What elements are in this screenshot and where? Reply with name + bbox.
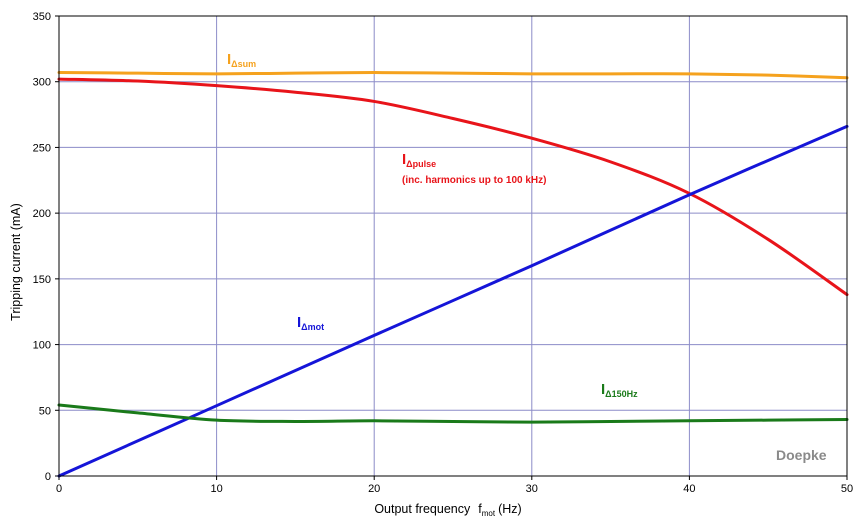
label-isum-sub: Δsum — [231, 59, 256, 69]
x-tick-label: 0 — [56, 483, 62, 495]
x-axis-title-text: Output frequency — [374, 502, 471, 516]
label-ipulse: IΔpulse — [402, 151, 436, 169]
y-axis-ticks: 0 50 100 150 200 250 300 350 — [33, 11, 59, 483]
brand-watermark: Doepke — [776, 447, 827, 463]
label-isum: IΔsum — [227, 51, 256, 69]
grid — [59, 16, 847, 476]
label-i150hz: IΔ150Hz — [601, 381, 638, 399]
x-axis-unit: (Hz) — [498, 502, 522, 516]
x-axis-symbol-sub: mot — [482, 509, 496, 518]
x-tick-label: 50 — [841, 483, 853, 495]
label-i150hz-main: I — [601, 381, 605, 398]
plot-frame — [58, 15, 848, 477]
label-ipulse-main: I — [402, 151, 406, 168]
series-line-imot — [57, 124, 849, 478]
series-line-i150hz — [57, 403, 849, 424]
x-tick-label: 30 — [526, 483, 538, 495]
y-tick-label: 100 — [33, 340, 51, 352]
x-axis-title: Output frequency fmot (Hz) — [374, 502, 521, 518]
y-tick-label: 200 — [33, 208, 51, 220]
label-ipulse-sub: Δpulse — [406, 159, 436, 169]
x-tick-label: 20 — [368, 483, 380, 495]
y-axis-title: Tripping current (mA) — [9, 203, 23, 321]
y-tick-label: 250 — [33, 142, 51, 154]
label-imot: IΔmot — [297, 314, 324, 332]
x-axis-symbol: f — [478, 502, 482, 516]
label-ipulse-note: (inc. harmonics up to 100 kHz) — [402, 175, 546, 186]
series-line-ipulse — [57, 77, 849, 297]
x-axis-ticks: 0 10 20 30 40 50 — [56, 476, 853, 495]
x-tick-label: 40 — [683, 483, 695, 495]
label-i150hz-sub: Δ150Hz — [605, 389, 638, 399]
y-tick-label: 150 — [33, 274, 51, 286]
series-lines — [57, 71, 849, 478]
y-tick-label: 0 — [45, 471, 51, 483]
y-tick-label: 350 — [33, 11, 51, 23]
series-line-isum — [57, 71, 849, 80]
label-isum-main: I — [227, 51, 231, 68]
y-tick-label: 50 — [39, 405, 51, 417]
label-imot-sub: Δmot — [301, 322, 324, 332]
y-tick-label: 300 — [33, 77, 51, 89]
label-imot-main: I — [297, 314, 301, 331]
x-tick-label: 10 — [210, 483, 222, 495]
